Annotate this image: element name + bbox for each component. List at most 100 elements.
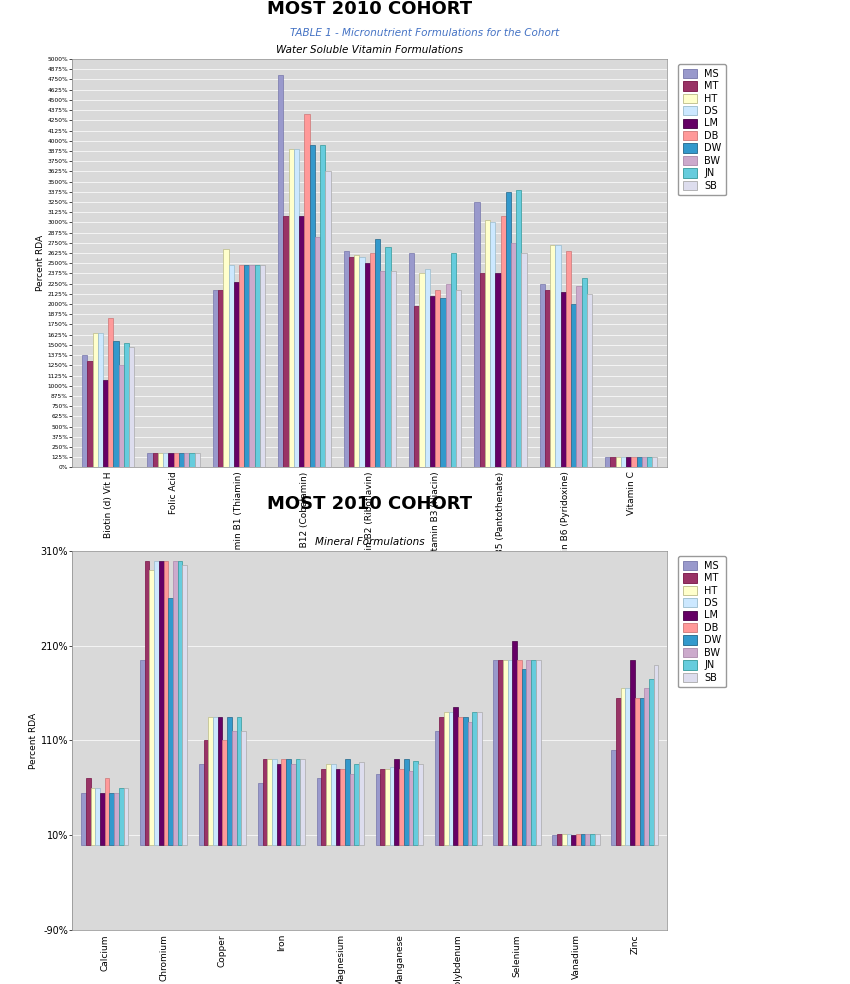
Bar [348, 257, 354, 467]
Bar [513, 641, 517, 844]
Bar [283, 216, 289, 467]
Bar [300, 760, 305, 844]
Bar [419, 274, 425, 467]
Bar [439, 716, 444, 844]
Bar [345, 760, 349, 844]
Bar [154, 561, 159, 844]
Bar [82, 355, 88, 467]
Bar [391, 272, 396, 467]
Bar [540, 283, 545, 467]
Bar [263, 760, 267, 844]
Bar [291, 765, 296, 844]
Bar [90, 788, 95, 844]
Text: TABLE 1 - Micronutrient Formulations for the Cohort: TABLE 1 - Micronutrient Formulations for… [291, 28, 559, 37]
Bar [642, 458, 647, 467]
Bar [566, 251, 571, 467]
Bar [507, 660, 513, 844]
Bar [390, 767, 394, 844]
Bar [610, 458, 615, 467]
Bar [555, 245, 561, 467]
Bar [81, 792, 86, 844]
Bar [212, 289, 218, 467]
Bar [654, 665, 659, 844]
Bar [140, 660, 144, 844]
Bar [490, 222, 496, 467]
Bar [147, 453, 153, 467]
Bar [150, 570, 154, 844]
Bar [477, 712, 482, 844]
Bar [208, 716, 213, 844]
Bar [571, 835, 576, 844]
Bar [119, 365, 124, 467]
Bar [113, 340, 119, 467]
Bar [632, 458, 637, 467]
Bar [449, 712, 453, 844]
Bar [354, 765, 360, 844]
Bar [620, 458, 626, 467]
Bar [159, 561, 163, 844]
Bar [88, 361, 93, 467]
Bar [630, 660, 635, 844]
Bar [385, 247, 391, 467]
Bar [616, 698, 620, 844]
Bar [639, 698, 644, 844]
Bar [498, 660, 503, 844]
Bar [289, 149, 294, 467]
Legend: MS, MT, HT, DS, LM, DB, DW, BW, JN, SB: MS, MT, HT, DS, LM, DB, DW, BW, JN, SB [678, 556, 727, 688]
Bar [479, 274, 484, 467]
Bar [496, 274, 501, 467]
Bar [326, 765, 331, 844]
Bar [173, 453, 178, 467]
Bar [637, 458, 642, 467]
Bar [400, 769, 404, 844]
Bar [98, 333, 103, 467]
Bar [566, 834, 571, 844]
Bar [93, 333, 98, 467]
Bar [258, 783, 263, 844]
Bar [385, 769, 390, 844]
Bar [272, 760, 276, 844]
Bar [296, 760, 300, 844]
Bar [531, 660, 536, 844]
Bar [100, 792, 105, 844]
Bar [223, 740, 227, 844]
Bar [409, 253, 414, 467]
Bar [229, 266, 234, 467]
Bar [195, 453, 200, 467]
Bar [557, 834, 562, 844]
Title: Mineral Formulations: Mineral Formulations [315, 537, 424, 547]
Bar [260, 266, 265, 467]
Bar [163, 561, 168, 844]
Bar [620, 689, 626, 844]
Bar [394, 760, 400, 844]
Bar [314, 237, 320, 467]
Bar [340, 769, 345, 844]
Bar [370, 253, 375, 467]
Bar [376, 773, 380, 844]
Bar [414, 306, 419, 467]
Bar [343, 251, 348, 467]
Bar [360, 257, 365, 467]
Bar [365, 263, 370, 467]
Bar [178, 561, 183, 844]
Bar [204, 740, 208, 844]
Bar [321, 769, 326, 844]
Bar [286, 760, 291, 844]
Bar [463, 716, 468, 844]
Bar [635, 698, 639, 844]
Bar [430, 296, 435, 467]
Bar [605, 458, 610, 467]
Bar [550, 245, 555, 467]
Bar [236, 716, 241, 844]
Bar [571, 304, 576, 467]
Bar [450, 253, 456, 467]
Bar [234, 281, 239, 467]
Bar [506, 192, 511, 467]
Bar [336, 769, 340, 844]
Legend: MS, MT, HT, DS, LM, DB, DW, BW, JN, SB: MS, MT, HT, DS, LM, DB, DW, BW, JN, SB [678, 64, 727, 196]
Bar [124, 342, 129, 467]
Bar [435, 289, 440, 467]
Bar [276, 765, 281, 844]
Bar [103, 380, 108, 467]
Bar [545, 289, 550, 467]
